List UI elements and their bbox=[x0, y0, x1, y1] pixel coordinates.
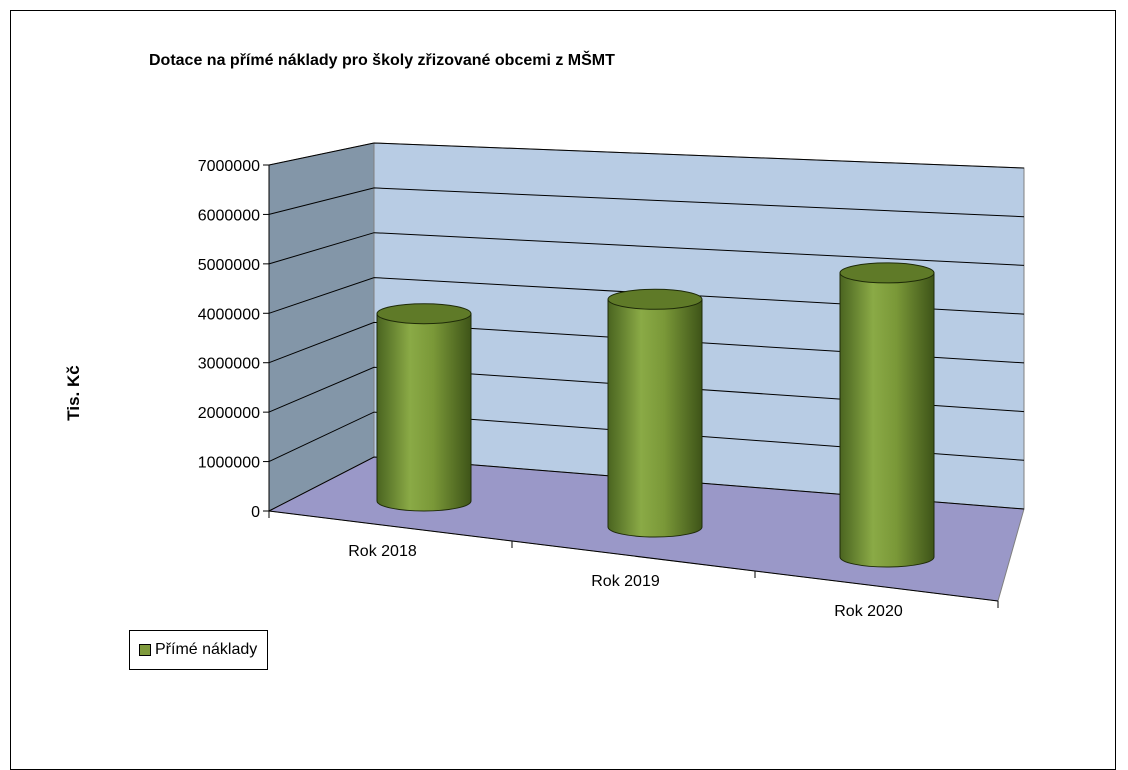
y-tick-label: 2000000 bbox=[198, 405, 260, 422]
legend-swatch bbox=[139, 644, 151, 656]
gridline bbox=[268, 321, 1025, 364]
gridline bbox=[268, 366, 1025, 413]
chart-title: Dotace na přímé náklady pro školy zřizov… bbox=[149, 50, 615, 69]
gridline bbox=[268, 187, 1025, 218]
x-axis: Rok 2018 Rok 2019 Rok 2020 bbox=[268, 510, 999, 620]
y-axis-label: Tis. Kč bbox=[64, 365, 83, 420]
x-tick-label: Rok 2020 bbox=[834, 603, 903, 620]
gridline bbox=[268, 142, 1025, 169]
bar-body bbox=[376, 313, 472, 512]
y-tick-label: 1000000 bbox=[198, 455, 260, 472]
gridline bbox=[268, 277, 1025, 315]
chart-frame: Dotace na přímé náklady pro školy zřizov… bbox=[10, 10, 1116, 770]
side-wall bbox=[268, 142, 375, 512]
bar-top bbox=[376, 303, 472, 325]
bars bbox=[376, 262, 935, 568]
legend: Přímé náklady bbox=[129, 630, 269, 670]
x-tick-label: Rok 2018 bbox=[348, 543, 417, 560]
bar bbox=[839, 262, 935, 568]
y-tick-label: 5000000 bbox=[198, 257, 260, 274]
gridline bbox=[268, 456, 1025, 512]
bar-body bbox=[607, 298, 703, 538]
chart-area: Dotace na přímé náklady pro školy zřizov… bbox=[64, 50, 1025, 620]
x-tick-label: Rok 2019 bbox=[591, 573, 660, 590]
y-tick-label: 6000000 bbox=[198, 207, 260, 224]
x-axis-line bbox=[268, 510, 999, 602]
bar-top bbox=[607, 288, 703, 310]
bar-top bbox=[839, 262, 935, 284]
y-tick-label: 4000000 bbox=[198, 306, 260, 323]
y-tick-label: 3000000 bbox=[198, 356, 260, 373]
bar bbox=[607, 288, 703, 538]
y-axis-ticks: 0 1000000 2000000 3000000 4000000 5000000 6000… bbox=[198, 158, 270, 521]
bar bbox=[376, 303, 472, 512]
bar-body bbox=[839, 272, 935, 568]
gridline bbox=[268, 232, 1025, 266]
y-tick-label: 0 bbox=[251, 504, 260, 521]
legend-label: Přímé náklady bbox=[155, 641, 258, 658]
y-tick-label: 7000000 bbox=[198, 158, 260, 175]
gridlines bbox=[268, 142, 1025, 512]
gridline bbox=[268, 411, 1025, 463]
